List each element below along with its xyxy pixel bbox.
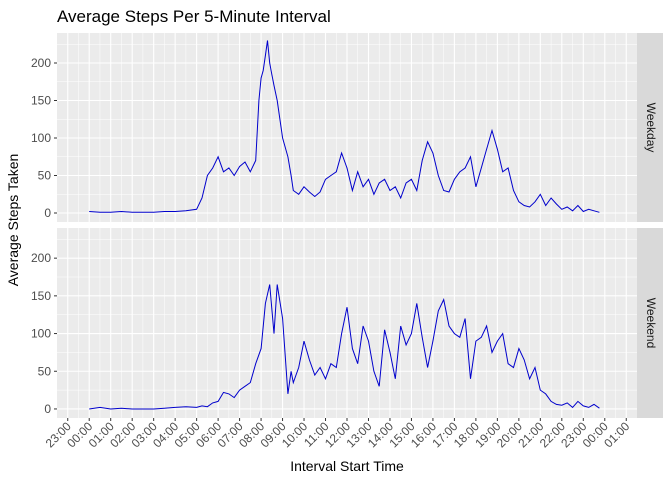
panel-weekday: Weekday 0 50 100 150 200 xyxy=(31,33,663,222)
x-axis-title: Interval Start Time xyxy=(290,458,404,474)
series-line-weekend xyxy=(89,284,600,410)
y-tick-label: 100 xyxy=(31,131,51,145)
panel-weekend: Weekend 0 50 100 150 200 xyxy=(31,228,663,418)
strip-weekend xyxy=(637,228,663,418)
y-tick-label: 100 xyxy=(31,327,51,341)
y-tick-label: 150 xyxy=(31,289,51,303)
series-line-weekday xyxy=(89,40,600,213)
y-axis-ticks-weekend: 0 50 100 150 200 xyxy=(31,251,57,416)
chart-title: Average Steps Per 5-Minute Interval xyxy=(57,7,331,26)
strip-label-weekday: Weekday xyxy=(644,103,658,153)
y-tick-label: 200 xyxy=(31,56,51,70)
gridlines-weekday xyxy=(57,33,637,222)
y-tick-label: 200 xyxy=(31,251,51,265)
y-axis-title: Average Steps Taken xyxy=(5,154,21,287)
strip-weekday xyxy=(637,33,663,222)
y-tick-label: 50 xyxy=(38,364,52,378)
strip-label-weekend: Weekend xyxy=(644,298,658,348)
y-tick-label: 50 xyxy=(38,169,52,183)
y-tick-label: 0 xyxy=(44,402,51,416)
y-tick-label: 0 xyxy=(44,206,51,220)
gridlines-weekend xyxy=(57,228,637,418)
y-axis-ticks-weekday: 0 50 100 150 200 xyxy=(31,56,57,220)
y-tick-label: 150 xyxy=(31,94,51,108)
